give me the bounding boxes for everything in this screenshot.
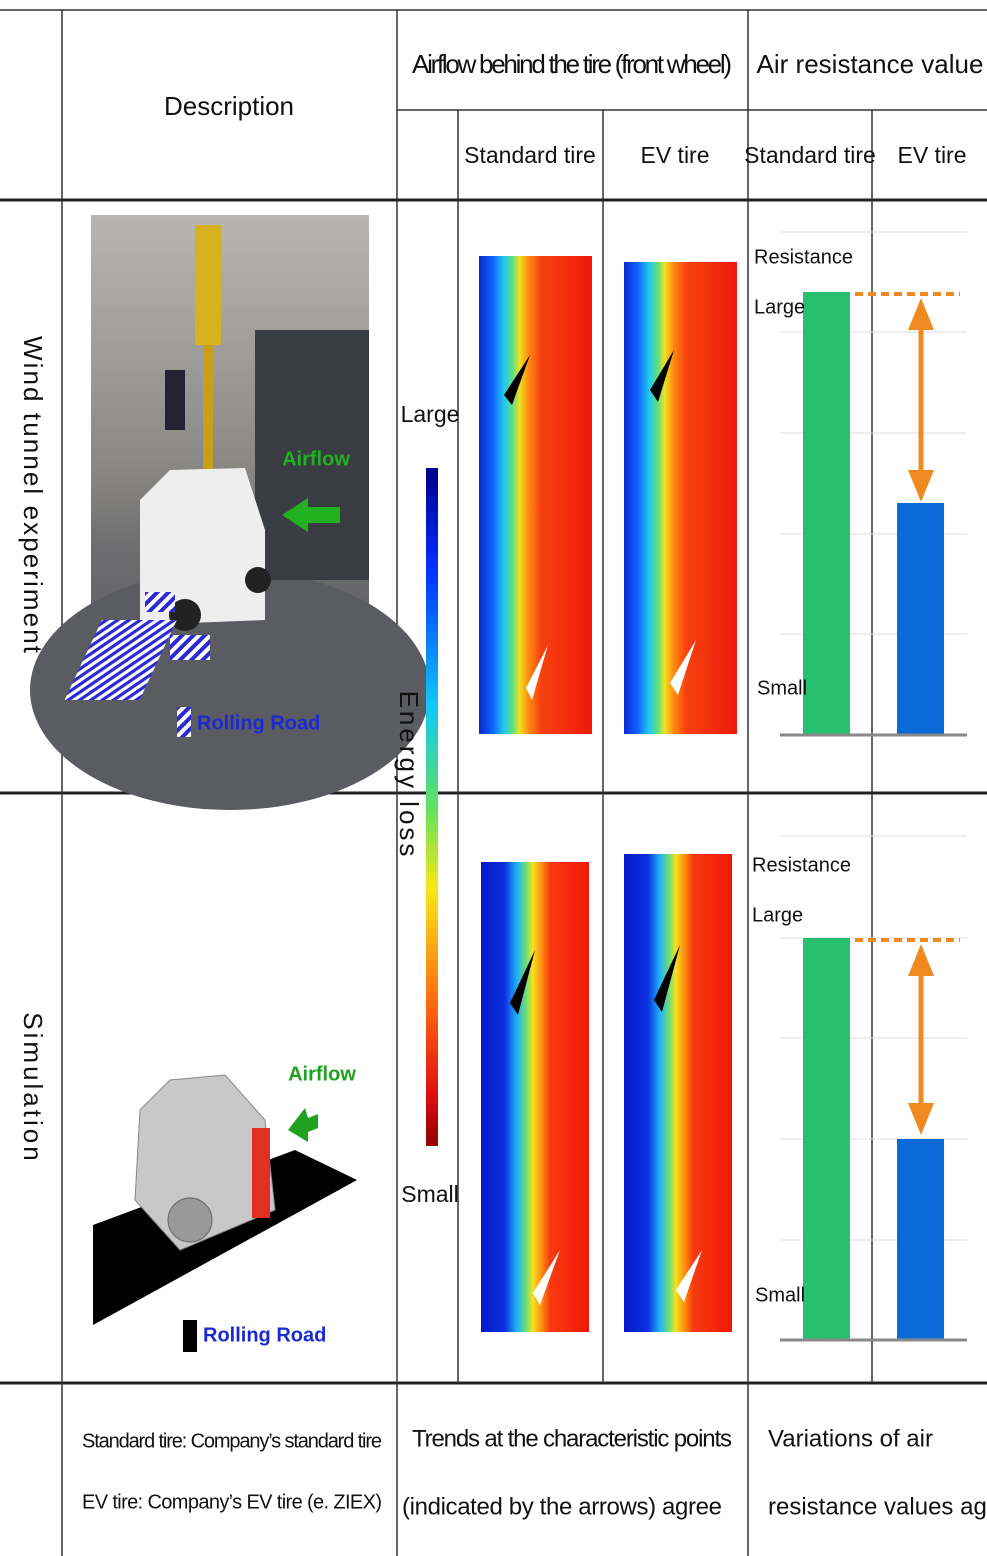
row-label: Wind tunnel experiment <box>18 336 48 656</box>
row-label: Simulation <box>18 1012 48 1163</box>
road-label: Rolling Road <box>197 712 320 734</box>
subheader: EV tire <box>640 142 709 168</box>
axis-label: Small <box>755 1284 805 1306</box>
header: Air resistance value <box>757 49 984 79</box>
simulation-render <box>93 1074 357 1352</box>
road-label: Rolling Road <box>203 1324 326 1346</box>
colorbar-label: Small <box>401 1181 459 1207</box>
colorbar-label: Large <box>401 401 460 427</box>
colorbar-title: Energy loss <box>394 691 424 860</box>
heatmaps <box>479 256 737 1332</box>
footer-text: (indicated by the arrows) agree <box>402 1493 722 1520</box>
header: Description <box>164 91 294 121</box>
footer-text: resistance values agree <box>768 1493 987 1520</box>
subheader: Standard tire <box>744 142 876 168</box>
wind-tunnel-photo <box>30 215 430 810</box>
axis-label: Small <box>757 677 807 699</box>
axis-title: Resistance <box>752 854 851 876</box>
subheader: Standard tire <box>464 142 596 168</box>
footer-text: EV tire: Company’s EV tire (e. ZIEX) <box>82 1491 382 1513</box>
footer-text: Variations of air <box>768 1425 933 1452</box>
axis-label: Large <box>754 296 805 318</box>
footer-text: Standard tire: Company’s standard tire <box>82 1430 382 1452</box>
axis-label: Large <box>752 904 803 926</box>
subheader: EV tire <box>897 142 966 168</box>
footer-text: Trends at the characteristic points <box>412 1425 732 1452</box>
colorbar <box>426 468 438 1146</box>
airflow-label: Airflow <box>282 448 350 470</box>
axis-title: Resistance <box>754 246 853 268</box>
header: Airflow behind the tire (front wheel) <box>412 49 732 79</box>
airflow-label: Airflow <box>288 1063 356 1085</box>
resistance-chart <box>780 231 967 1342</box>
